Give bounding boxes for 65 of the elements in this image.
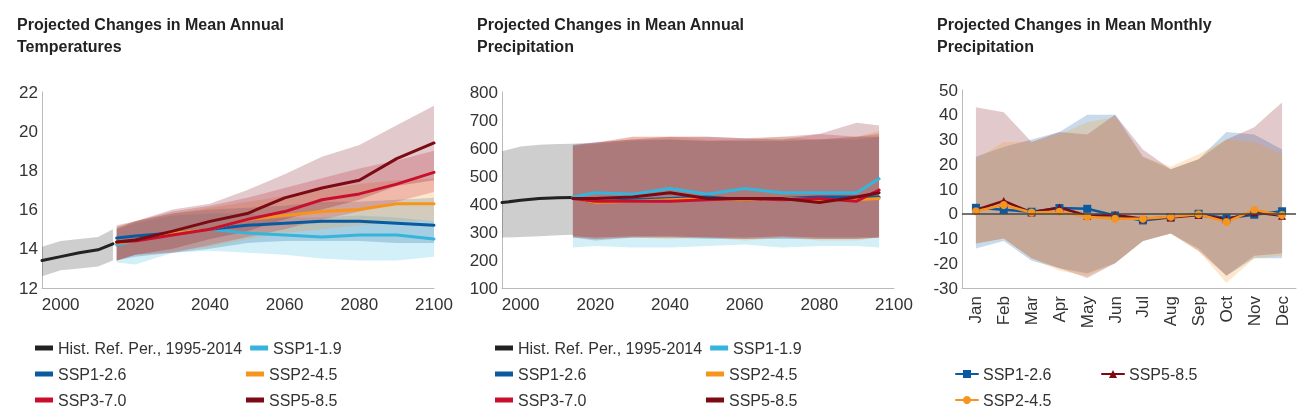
legend-label: SSP3-7.0 (58, 391, 127, 409)
legend-label: Hist. Ref. Per., 1995-2014 (58, 339, 243, 357)
chart-title: Projected Changes in Mean Monthly Precipitation (937, 15, 1217, 55)
legend-label: SSP1-2.6 (983, 365, 1052, 383)
y-tick-label: 12 (19, 278, 38, 298)
y-tick-label: 500 (469, 166, 498, 186)
legend-label: SSP1-2.6 (518, 365, 587, 383)
y-tick-label: 10 (939, 179, 958, 199)
legend-label: SSP1-2.6 (58, 365, 127, 383)
legend-label: SSP5-8.5 (1129, 365, 1198, 383)
x-tick-label: 2100 (415, 295, 453, 314)
y-tick-label: 18 (19, 160, 38, 180)
y-tick-label: -10 (933, 229, 958, 248)
legend-label: SSP5-8.5 (729, 391, 798, 409)
y-tick-label: 20 (19, 121, 38, 141)
x-tick-label: 2060 (265, 295, 304, 314)
x-tick-label: 2080 (340, 295, 379, 314)
y-tick-label: 700 (469, 110, 498, 130)
x-tick-label: 2000 (501, 295, 540, 314)
x-tick-label: Sep (1189, 296, 1209, 327)
legend-label: SSP2-4.5 (983, 391, 1052, 409)
y-tick-label: 16 (19, 200, 38, 220)
x-tick-label: 2060 (725, 295, 764, 314)
x-tick-label: 2040 (651, 295, 689, 314)
x-tick-label: 2020 (116, 295, 155, 314)
x-tick-label: 2080 (800, 295, 839, 314)
y-tick-label: 300 (469, 222, 498, 242)
y-tick-label: 400 (469, 194, 498, 214)
x-tick-label: 2020 (576, 295, 615, 314)
y-tick-label: 30 (939, 130, 958, 149)
x-tick-label: Apr (1049, 295, 1069, 323)
y-tick-label: 800 (469, 82, 498, 102)
y-tick-label: 600 (469, 138, 498, 158)
legend-label: SSP2-4.5 (269, 365, 338, 383)
legend-label: SSP3-7.0 (518, 391, 587, 409)
y-tick-label: 22 (19, 82, 38, 102)
y-tick-label: 100 (469, 278, 498, 298)
y-tick-label: -20 (933, 253, 958, 273)
legend-label: SSP5-8.5 (269, 391, 338, 409)
x-tick-label: Mar (1022, 295, 1042, 326)
x-tick-label: Dec (1272, 295, 1292, 327)
legend-label: SSP1-1.9 (273, 339, 342, 357)
chart-title: Projected Changes in Mean Annual Precipitation (477, 15, 749, 55)
x-tick-label: Oct (1216, 295, 1236, 323)
x-tick-label: Jul (1133, 296, 1153, 318)
x-tick-label: 2040 (191, 295, 229, 314)
x-tick-label: Jun (1105, 296, 1125, 324)
legend-label: SSP1-1.9 (733, 339, 802, 357)
x-tick-label: Nov (1244, 295, 1264, 327)
x-tick-label: 2100 (875, 295, 913, 314)
y-tick-label: 20 (939, 154, 958, 174)
x-tick-label: May (1077, 295, 1097, 329)
x-tick-label: Jan (966, 296, 986, 324)
legend-label: SSP2-4.5 (729, 365, 798, 383)
x-tick-label: 2000 (41, 295, 80, 314)
y-tick-label: 200 (469, 250, 498, 270)
y-tick-label: -30 (933, 278, 958, 298)
y-tick-label: 40 (939, 105, 958, 125)
legend-label: Hist. Ref. Per., 1995-2014 (518, 339, 703, 357)
chart-title: Projected Changes in Mean Annual Temperatures (17, 15, 289, 55)
y-tick-label: 0 (948, 204, 958, 224)
x-tick-label: Aug (1161, 296, 1181, 327)
y-tick-label: 14 (19, 239, 38, 259)
x-tick-label: Feb (994, 296, 1014, 326)
y-tick-label: 50 (939, 80, 958, 100)
